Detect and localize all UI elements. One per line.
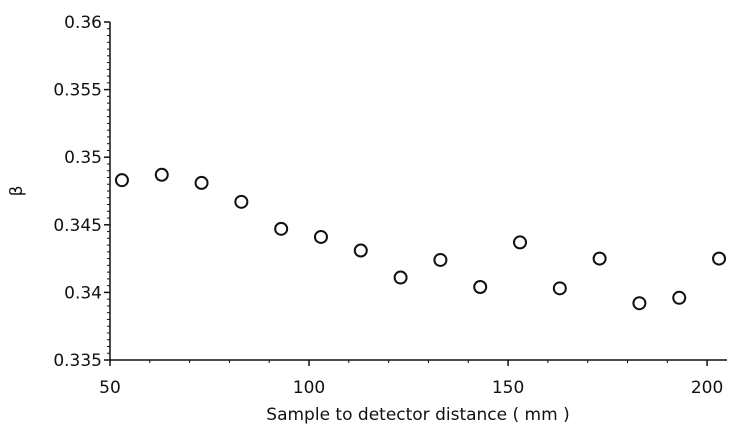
data-point (552, 281, 567, 296)
x-tick-label: 50 (99, 378, 121, 398)
data-markers (114, 167, 727, 311)
data-point (194, 175, 209, 190)
data-point (632, 296, 647, 311)
x-tick-label: 150 (492, 378, 524, 398)
y-tick-label: 0.335 (53, 351, 102, 371)
data-point (114, 173, 129, 188)
x-tick-label: 100 (293, 378, 325, 398)
y-tick-label: 0.35 (64, 148, 102, 168)
data-point (313, 229, 328, 244)
data-point (473, 279, 488, 294)
tick-labels: 0.335 0.34 0.345 0.35 0.355 0.36 50 100 150 200 (53, 13, 723, 398)
axes (109, 22, 727, 361)
y-tick-label: 0.36 (64, 13, 102, 33)
data-point (433, 252, 448, 267)
x-axis-title: Sample to detector distance ( mm ) (266, 405, 569, 425)
data-point (672, 290, 687, 305)
data-point (592, 251, 607, 266)
y-tick-label: 0.345 (53, 216, 102, 236)
data-point (154, 167, 169, 182)
y-axis-title: β (7, 186, 27, 197)
data-point (393, 270, 408, 285)
x-tick-label: 200 (691, 378, 723, 398)
y-tick-label: 0.34 (64, 283, 102, 303)
data-point (353, 243, 368, 258)
ticks (104, 21, 708, 366)
data-point (712, 251, 727, 266)
data-point (274, 221, 289, 236)
data-point (234, 194, 249, 209)
y-tick-label: 0.355 (53, 81, 102, 101)
data-point (513, 235, 528, 250)
